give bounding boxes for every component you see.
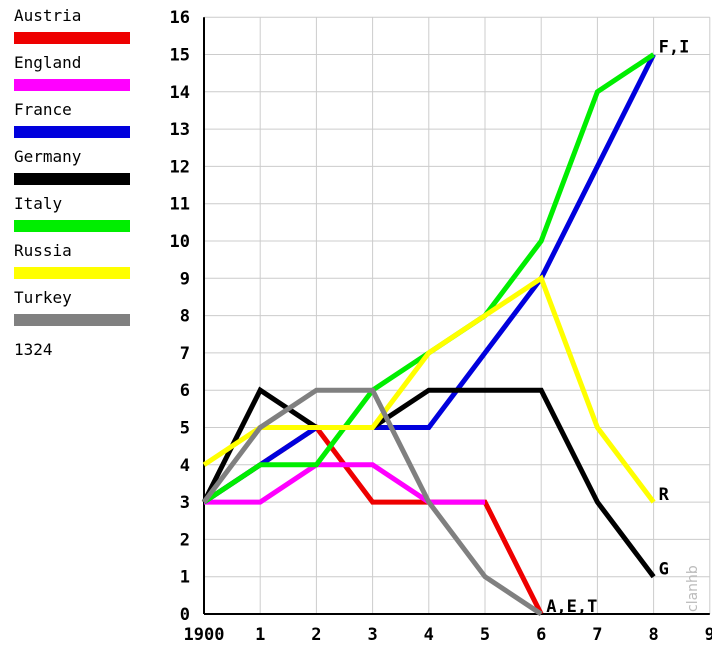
legend-label: Austria	[14, 6, 82, 25]
legend-swatch	[14, 32, 130, 44]
x-tick-label: 7	[592, 625, 602, 645]
end-label: A,E,T	[546, 597, 597, 617]
y-tick-label: 8	[180, 307, 190, 327]
legend-item-russia: Russia	[12, 241, 137, 288]
end-label: R	[659, 485, 670, 505]
legend-item-germany: Germany	[12, 147, 137, 194]
y-tick-label: 11	[170, 195, 190, 215]
end-label: F,I	[659, 38, 690, 58]
y-tick-label: 3	[180, 493, 190, 513]
x-tick-label: 9	[705, 625, 712, 645]
legend-item-france: France	[12, 100, 137, 147]
legend-label: England	[14, 53, 82, 72]
y-tick-label: 5	[180, 419, 190, 439]
end-label: G	[659, 560, 669, 580]
y-tick-label: 7	[180, 344, 190, 364]
y-tick-label: 16	[170, 8, 190, 28]
y-tick-label: 10	[170, 232, 190, 252]
series-line-turkey	[202, 387, 543, 617]
series-line-russia	[202, 274, 656, 504]
y-tick-label: 0	[180, 605, 190, 625]
x-tick-label: 8	[648, 625, 658, 645]
x-tick-label: 5	[480, 625, 490, 645]
legend-swatch	[14, 79, 130, 91]
legend-item-turkey: Turkey	[12, 288, 137, 335]
x-tick-label: 1	[255, 625, 265, 645]
grid	[204, 16, 711, 614]
legend: Austria England France Germany Italy Russia Tu…	[12, 6, 137, 335]
legend-item-italy: Italy	[12, 194, 137, 241]
legend-swatch	[14, 126, 130, 138]
y-tick-label: 13	[170, 120, 190, 140]
y-tick-label: 14	[170, 83, 190, 103]
x-tick-label: 2	[311, 625, 321, 645]
axes	[203, 17, 710, 615]
end-labels: F,I R G A,E,T	[546, 38, 689, 618]
y-tick-label: 4	[180, 456, 190, 476]
legend-item-austria: Austria	[12, 6, 137, 53]
y-tick-label: 12	[170, 157, 190, 177]
legend-label: Italy	[14, 194, 63, 213]
series-lines	[201, 52, 656, 617]
legend-swatch	[14, 220, 130, 232]
legend-footer: 1324	[14, 340, 53, 359]
x-tick-label: 3	[367, 625, 377, 645]
series-line-germany	[201, 386, 656, 579]
x-tick-label: 1900	[184, 625, 225, 645]
y-tick-label: 15	[170, 46, 190, 66]
y-tick-label: 1	[180, 568, 190, 588]
series-line-france	[202, 53, 656, 505]
legend-label: France	[14, 100, 72, 119]
legend-label: Russia	[14, 241, 72, 260]
legend-swatch	[14, 267, 130, 279]
x-tick-label: 6	[536, 625, 546, 645]
series-line-england	[204, 462, 485, 505]
x-tick-label: 4	[424, 625, 434, 645]
y-tick-label: 9	[180, 269, 190, 289]
legend-label: Germany	[14, 147, 82, 166]
legend-label: Turkey	[14, 288, 72, 307]
legend-item-england: England	[12, 53, 137, 100]
legend-swatch	[14, 173, 130, 185]
y-tick-label: 6	[180, 381, 190, 401]
y-tick-label: 2	[180, 530, 190, 550]
watermark: clanhb	[685, 565, 701, 612]
legend-swatch	[14, 314, 130, 326]
